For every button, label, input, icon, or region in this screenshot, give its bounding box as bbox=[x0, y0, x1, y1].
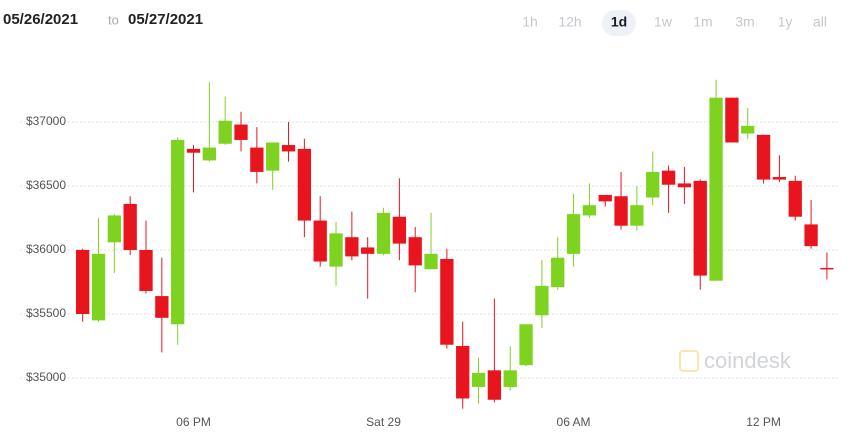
timeframe-button[interactable]: 1m bbox=[693, 14, 712, 30]
candle-body bbox=[424, 253, 438, 270]
y-tick-label: $36500 bbox=[26, 178, 66, 192]
x-tick-label: Sat 29 bbox=[366, 415, 401, 429]
candle-body bbox=[155, 296, 169, 318]
candle-body bbox=[725, 97, 739, 143]
candle-body bbox=[772, 177, 787, 180]
candle-body bbox=[234, 124, 248, 140]
timeframe-button[interactable]: 1d bbox=[611, 14, 627, 30]
candle-body bbox=[820, 267, 834, 270]
candle-body bbox=[566, 214, 581, 254]
timeframe-button[interactable]: 3m bbox=[735, 14, 754, 30]
candle-body bbox=[297, 148, 312, 221]
candle-body bbox=[266, 142, 280, 171]
candle-body bbox=[186, 148, 201, 153]
y-tick-label: $37000 bbox=[26, 114, 66, 128]
watermark: coindesk bbox=[679, 348, 792, 373]
x-tick-label: 06 AM bbox=[557, 415, 591, 429]
watermark-logo bbox=[679, 350, 699, 372]
y-tick-label: $35500 bbox=[26, 306, 66, 320]
candle-body bbox=[456, 346, 470, 399]
candle-body bbox=[76, 250, 90, 314]
candle-body bbox=[202, 147, 216, 161]
candle-body bbox=[630, 205, 644, 226]
candle-body bbox=[646, 171, 660, 198]
timeframe-selector: 1h 12h 1d 1w 1m 3m 1y all bbox=[522, 10, 827, 36]
timeframe-button[interactable]: 1y bbox=[778, 14, 793, 30]
candle-body bbox=[756, 134, 771, 180]
candle-body bbox=[503, 370, 517, 387]
date-separator: to bbox=[108, 12, 119, 27]
candle-body bbox=[313, 220, 327, 262]
candle-body bbox=[392, 216, 407, 244]
candle-body bbox=[741, 125, 755, 134]
y-tick-label: $35000 bbox=[26, 370, 66, 384]
candle-body bbox=[345, 237, 359, 257]
candle-body bbox=[218, 120, 232, 144]
candle-body bbox=[614, 196, 628, 226]
candle-body bbox=[107, 215, 121, 243]
x-tick-label: 06 PM bbox=[176, 415, 211, 429]
timeframe-button[interactable]: 12h bbox=[558, 14, 581, 30]
candle-body bbox=[408, 237, 422, 266]
candle-body bbox=[376, 212, 391, 254]
date-from: 05/26/2021 bbox=[3, 11, 78, 28]
candle-body bbox=[123, 203, 137, 250]
timeframe-button[interactable]: 1w bbox=[654, 14, 673, 30]
candle-body bbox=[440, 258, 454, 345]
candle-body bbox=[709, 97, 723, 281]
timeframe-button[interactable]: 1h bbox=[522, 14, 538, 30]
candle-body bbox=[171, 139, 185, 325]
candle-body bbox=[471, 372, 486, 387]
candle-body bbox=[139, 250, 153, 291]
candle-body bbox=[693, 180, 707, 276]
candle-body bbox=[487, 370, 502, 400]
candle-body bbox=[281, 145, 296, 152]
x-tick-label: 12 PM bbox=[746, 415, 781, 429]
candle-body bbox=[582, 205, 597, 216]
candle-body bbox=[535, 285, 549, 316]
y-tick-label: $36000 bbox=[26, 242, 66, 256]
timeframe-button[interactable]: all bbox=[813, 14, 827, 30]
candle-body bbox=[551, 257, 565, 288]
candle-body bbox=[804, 224, 818, 247]
candle-body bbox=[677, 183, 692, 188]
candle-body bbox=[788, 180, 802, 217]
candle-body bbox=[598, 194, 612, 202]
watermark-text: coindesk bbox=[704, 348, 792, 373]
date-to: 05/27/2021 bbox=[128, 11, 203, 28]
candle-body bbox=[250, 147, 264, 172]
candle-body bbox=[329, 233, 343, 267]
candle-body bbox=[361, 247, 375, 254]
candle-body bbox=[91, 253, 106, 321]
candle-body bbox=[661, 170, 676, 185]
timeframe-selected-bg bbox=[602, 10, 636, 36]
candle-body bbox=[519, 324, 533, 366]
